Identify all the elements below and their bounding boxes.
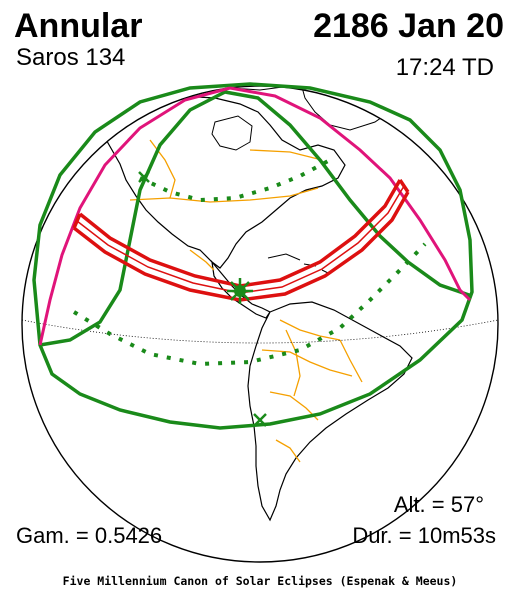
x-mark-icon [138,171,150,183]
annular-path [72,179,410,302]
duration-value: Dur. = 10m53s [352,523,496,548]
credit-footer: Five Millennium Canon of Solar Eclipses … [62,574,458,588]
central-line [76,185,405,294]
saros-label: Saros 134 [16,44,126,71]
rise-set-curve [38,86,231,346]
eclipse-date: 2186 Jan 20 [313,7,504,45]
path-end-caps [72,179,410,229]
penumbra-outer-limit [32,82,474,430]
north-america [99,95,346,269]
eclipse-time: 17:24 TD [395,54,494,81]
gamma-value: Gam. = 0.5426 [16,523,163,548]
hudson-bay [211,115,253,151]
asterisk-icon [227,278,253,304]
eclipse-type-title: Annular [14,7,143,45]
penumbra-inner-loop [39,90,473,347]
x-mark-icon-south [253,413,267,427]
altitude-value: Alt. = 57° [393,492,484,517]
earth-globe [22,86,498,562]
rise-set-curve-east [229,86,472,302]
